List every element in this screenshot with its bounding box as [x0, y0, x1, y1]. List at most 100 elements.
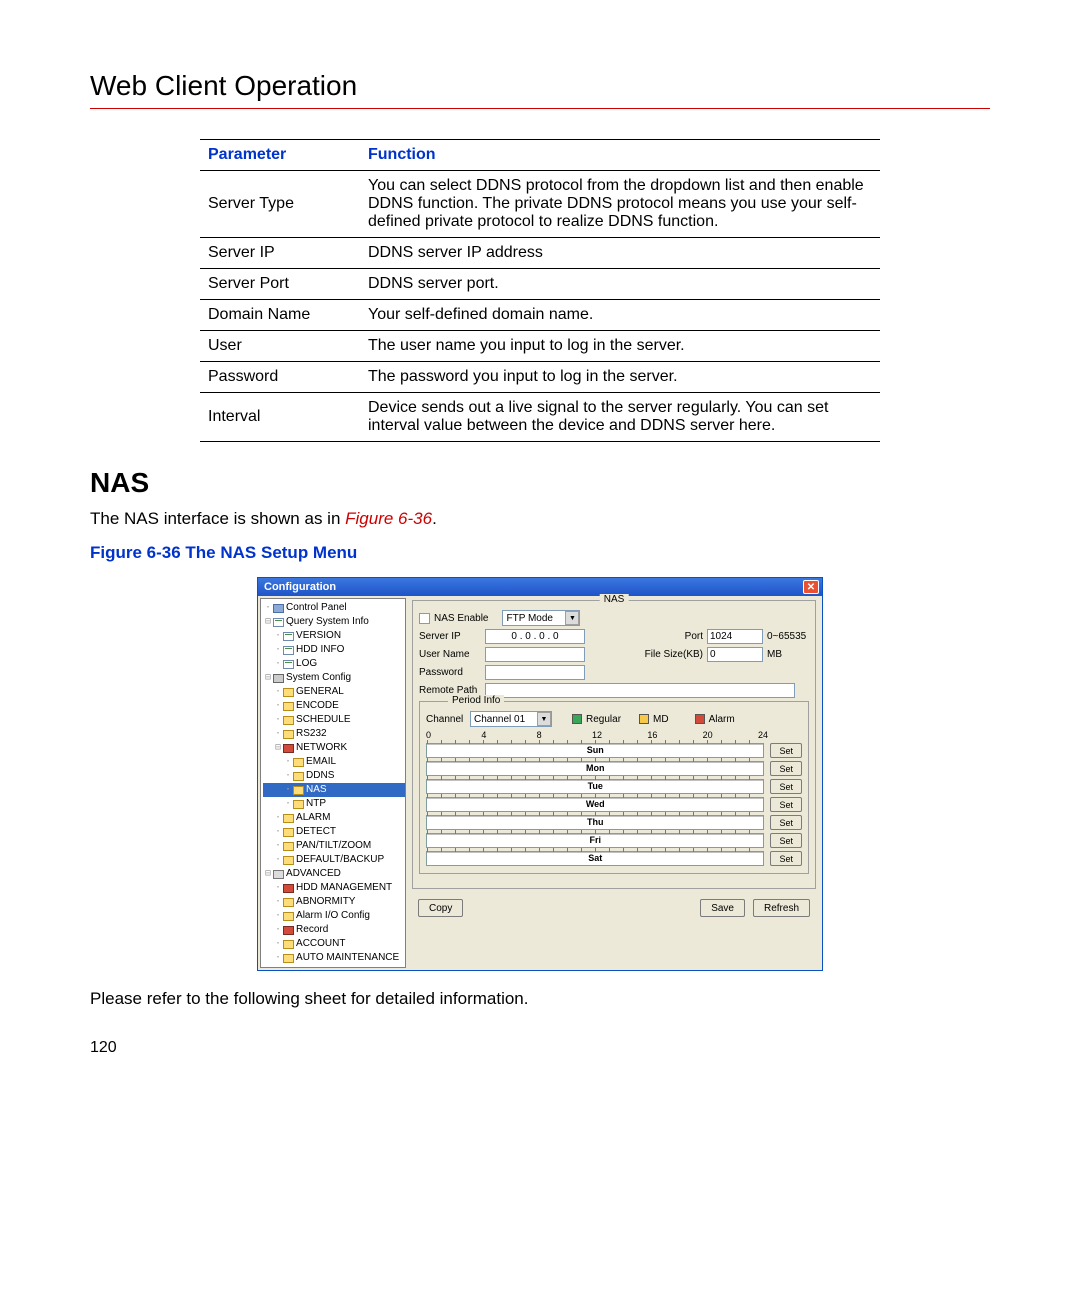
regular-label: Regular: [586, 714, 621, 725]
table-header-function: Function: [360, 140, 880, 171]
table-cell-func: Your self-defined domain name.: [360, 300, 880, 331]
tree-item-label: System Config: [286, 671, 351, 685]
tree-item[interactable]: · PAN/TILT/ZOOM: [263, 839, 405, 853]
folder-y-icon: [283, 828, 294, 837]
tree-item[interactable]: · Record: [263, 923, 405, 937]
table-cell-param: Server Type: [200, 171, 360, 238]
tree-item[interactable]: · HDD MANAGEMENT: [263, 881, 405, 895]
tree-item-label: VERSION: [296, 629, 341, 643]
window-title: Configuration: [264, 581, 336, 593]
tree-item-label: ACCOUNT: [296, 937, 345, 951]
tree-item-label: NTP: [306, 797, 326, 811]
ruler-tick: 0: [426, 730, 481, 740]
chevron-down-icon[interactable]: ▼: [537, 712, 551, 726]
tree-item[interactable]: · DEFAULT/BACKUP: [263, 853, 405, 867]
tree-item[interactable]: · Alarm I/O Config: [263, 909, 405, 923]
tree-item-label: HDD INFO: [296, 643, 344, 657]
tree-item[interactable]: · ENCODE: [263, 699, 405, 713]
tree-item[interactable]: ⊟ ADVANCED: [263, 867, 405, 881]
tool-icon: [273, 674, 284, 683]
table-header-parameter: Parameter: [200, 140, 360, 171]
tree-item[interactable]: · RS232: [263, 727, 405, 741]
chevron-down-icon[interactable]: ▼: [565, 611, 579, 625]
set-button[interactable]: Set: [770, 797, 802, 812]
regular-swatch: [572, 714, 582, 724]
server-ip-input[interactable]: 0 . 0 . 0 . 0: [485, 629, 585, 644]
tree-item[interactable]: · NAS: [263, 783, 405, 797]
set-button[interactable]: Set: [770, 851, 802, 866]
main-panel: NAS NAS Enable FTP Mode ▼ Server IP 0 . …: [408, 596, 822, 970]
copy-button[interactable]: Copy: [418, 899, 463, 917]
ruler-tick: 4: [481, 730, 536, 740]
folder-y-icon: [283, 842, 294, 851]
ruler-tick: 24: [758, 730, 768, 740]
close-icon[interactable]: ✕: [803, 580, 819, 594]
filesize-unit: MB: [767, 649, 782, 660]
tree-item[interactable]: · ACCOUNT: [263, 937, 405, 951]
nav-tree[interactable]: · Control Panel⊟ Query System Info· VERS…: [260, 598, 406, 968]
username-label: User Name: [419, 649, 481, 660]
folder-y-icon: [283, 716, 294, 725]
timeline[interactable]: Tue: [426, 779, 764, 794]
refresh-button[interactable]: Refresh: [753, 899, 810, 917]
day-row: Fri Set: [426, 833, 802, 848]
nas-enable-checkbox[interactable]: [419, 613, 430, 624]
tree-item[interactable]: · GENERAL: [263, 685, 405, 699]
folder-y-icon: [293, 758, 304, 767]
tree-item[interactable]: · DETECT: [263, 825, 405, 839]
bottom-buttons: Copy Save Refresh: [412, 895, 816, 917]
timeline[interactable]: Mon: [426, 761, 764, 776]
tree-item[interactable]: · NTP: [263, 797, 405, 811]
tree-item[interactable]: · LOG: [263, 657, 405, 671]
timeline[interactable]: Thu: [426, 815, 764, 830]
table-row: Server TypeYou can select DDNS protocol …: [200, 171, 880, 238]
folder-r-icon: [283, 744, 294, 753]
day-label: Tue: [588, 781, 603, 791]
parameter-table: Parameter Function Server TypeYou can se…: [200, 139, 880, 442]
filesize-input[interactable]: [707, 647, 763, 662]
channel-dropdown[interactable]: Channel 01 ▼: [470, 711, 552, 727]
day-label: Mon: [586, 763, 605, 773]
set-button[interactable]: Set: [770, 815, 802, 830]
tree-item[interactable]: · AUTO MAINTENANCE: [263, 951, 405, 965]
set-button[interactable]: Set: [770, 761, 802, 776]
day-row: Sat Set: [426, 851, 802, 866]
timeline[interactable]: Fri: [426, 833, 764, 848]
page-title: Web Client Operation: [90, 70, 990, 109]
set-button[interactable]: Set: [770, 833, 802, 848]
tree-item[interactable]: · DDNS: [263, 769, 405, 783]
save-button[interactable]: Save: [700, 899, 745, 917]
folder-y-icon: [283, 912, 294, 921]
tree-item[interactable]: ⊟ Query System Info: [263, 615, 405, 629]
tree-item-label: Query System Info: [286, 615, 369, 629]
timeline[interactable]: Sat: [426, 851, 764, 866]
table-cell-func: DDNS server IP address: [360, 238, 880, 269]
page-icon: [283, 632, 294, 641]
day-row: Sun Set: [426, 743, 802, 758]
tree-item[interactable]: · Control Panel: [263, 601, 405, 615]
tree-item[interactable]: ⊟ System Config: [263, 671, 405, 685]
set-button[interactable]: Set: [770, 779, 802, 794]
table-row: UserThe user name you input to log in th…: [200, 331, 880, 362]
channel-label: Channel: [426, 714, 466, 725]
timeline[interactable]: Wed: [426, 797, 764, 812]
set-button[interactable]: Set: [770, 743, 802, 758]
nas-group: NAS NAS Enable FTP Mode ▼ Server IP 0 . …: [412, 600, 816, 889]
remote-path-input[interactable]: [485, 683, 795, 698]
tree-item[interactable]: · VERSION: [263, 629, 405, 643]
username-input[interactable]: [485, 647, 585, 662]
tree-item[interactable]: · ABNORMITY: [263, 895, 405, 909]
tree-item-label: SCHEDULE: [296, 713, 350, 727]
tree-item-label: Control Panel: [286, 601, 347, 615]
nas-mode-dropdown[interactable]: FTP Mode ▼: [502, 610, 580, 626]
port-input[interactable]: [707, 629, 763, 644]
password-input[interactable]: [485, 665, 585, 680]
tree-item[interactable]: · HDD INFO: [263, 643, 405, 657]
tree-item[interactable]: · EMAIL: [263, 755, 405, 769]
tree-item-label: DETECT: [296, 825, 336, 839]
tree-item[interactable]: · SCHEDULE: [263, 713, 405, 727]
tree-item[interactable]: ⊟ NETWORK: [263, 741, 405, 755]
timeline[interactable]: Sun: [426, 743, 764, 758]
password-label: Password: [419, 667, 481, 678]
tree-item[interactable]: · ALARM: [263, 811, 405, 825]
